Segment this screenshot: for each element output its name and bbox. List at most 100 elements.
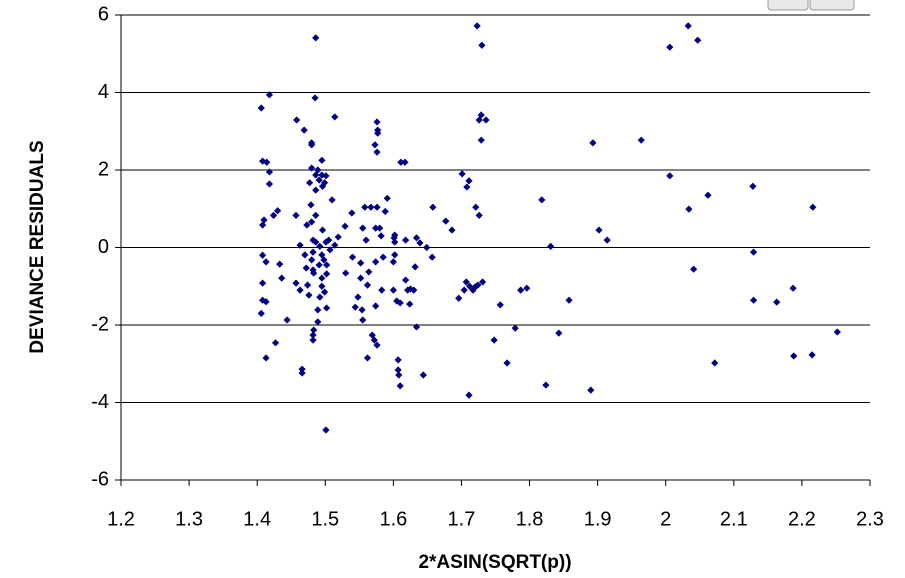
point [302,264,310,272]
point [442,217,450,225]
point [410,286,418,294]
point [358,306,366,314]
point [482,116,490,124]
point [379,253,387,261]
point [377,232,385,240]
point [547,242,555,250]
y-tick-label: 2 [98,158,109,180]
point [312,171,320,179]
point [312,186,320,194]
point [565,296,573,304]
point [542,381,550,389]
point [316,293,324,301]
point [394,356,402,364]
point [383,194,391,202]
point [260,216,268,224]
point [303,281,312,289]
point [318,251,326,259]
point [394,366,402,374]
point [361,203,369,211]
point [300,126,308,134]
point [318,226,327,234]
point [471,283,479,291]
point [429,203,437,211]
point [320,256,328,264]
point [373,148,381,156]
point [308,164,316,172]
x-tick-label: 1.6 [379,508,407,530]
point [685,205,693,213]
point [694,36,702,44]
point [373,341,381,349]
point [402,236,410,244]
point [309,331,317,339]
point [455,294,463,302]
point [314,166,322,174]
point [411,263,419,271]
point [342,269,350,277]
point [257,104,265,112]
point [373,118,381,126]
x-tick-label: 1.8 [516,508,544,530]
point [477,111,485,119]
point [322,238,330,246]
point [308,141,316,149]
x-tick-label: 1.5 [311,508,339,530]
point [517,286,525,294]
point [265,180,274,188]
point [296,241,304,249]
point [368,331,376,339]
point [773,298,781,306]
point [684,22,692,30]
point [473,22,481,30]
point [309,336,317,344]
point [298,365,306,373]
point [374,129,382,137]
point [348,253,357,261]
x-tick-label: 1.9 [584,508,612,530]
point [293,116,301,124]
point [359,316,367,324]
point [749,248,758,256]
point [460,286,468,294]
point [372,302,380,310]
x-axis-title: 2*ASIN(SQRT(p)) [418,552,571,573]
point [312,34,320,42]
point [348,209,356,217]
point [320,288,329,296]
point [666,43,674,51]
point [474,281,482,289]
point [448,226,456,234]
point [503,359,511,367]
point [749,182,757,190]
point [458,170,466,178]
y-tick-label: -2 [91,313,109,335]
point [808,351,816,359]
point [292,279,300,287]
point [428,253,436,261]
point [478,41,486,49]
point [315,176,323,184]
point [666,172,674,180]
point [396,382,404,390]
point [478,278,487,286]
point [308,218,316,226]
point [511,324,519,332]
point [323,261,331,269]
point [303,221,311,229]
point [395,371,403,379]
point [357,259,365,267]
point [462,278,470,286]
point [372,224,380,232]
y-tick-label: 0 [98,236,109,258]
point [265,91,274,99]
point [391,231,399,239]
point [496,301,504,309]
point [397,158,405,166]
point [362,236,370,244]
point [292,211,300,219]
point [315,261,323,269]
point [318,282,326,290]
point [312,238,320,246]
point [308,256,316,264]
